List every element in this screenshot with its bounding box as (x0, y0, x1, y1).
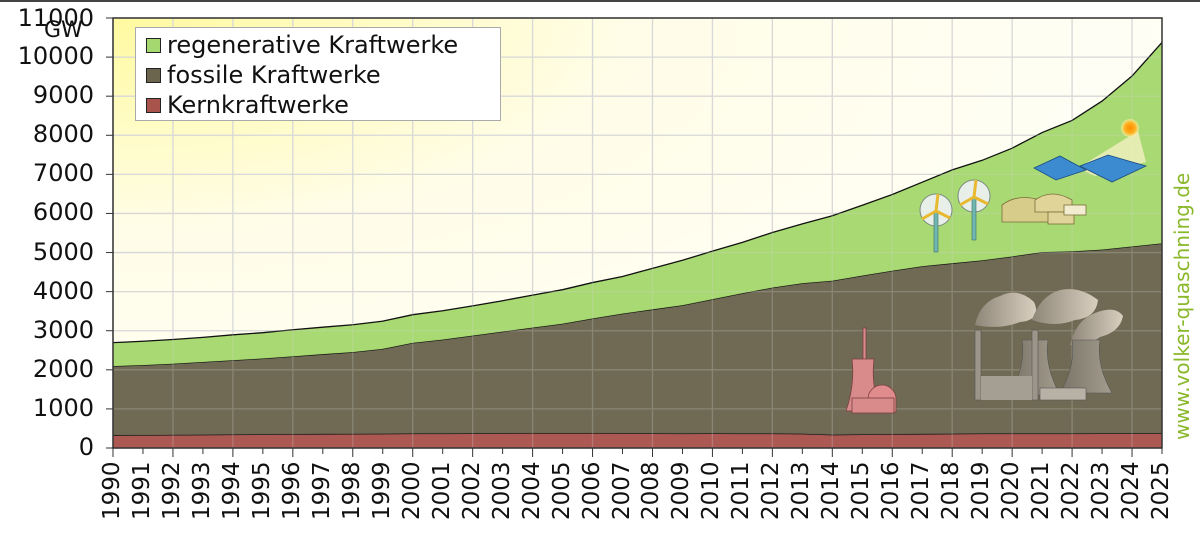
top-border (0, 0, 1200, 2)
x-tick-2005: 2005 (548, 461, 575, 520)
y-tick-1000: 1000 (32, 393, 94, 422)
x-tick-1991: 1991 (128, 461, 155, 520)
areas (112, 17, 1163, 449)
y-tick-5000: 5000 (32, 237, 94, 266)
y-tick-2000: 2000 (32, 354, 94, 383)
y-axis-unit: GW (44, 18, 83, 43)
y-tick-0: 0 (78, 433, 94, 461)
x-tick-2018: 2018 (938, 461, 965, 520)
x-tick-2011: 2011 (728, 461, 755, 520)
legend-label: fossile Kraftwerke (167, 61, 381, 89)
x-tick-1998: 1998 (338, 461, 365, 520)
x-tick-2013: 2013 (788, 461, 815, 520)
sun-icon (1121, 119, 1139, 137)
legend-label: Kernkraftwerke (167, 91, 349, 119)
x-tick-2017: 2017 (908, 461, 935, 520)
y-tick-4000: 4000 (32, 276, 94, 305)
x-tick-2002: 2002 (458, 461, 485, 520)
plot-frame (112, 17, 1163, 449)
y-tick-9000: 9000 (32, 81, 94, 110)
x-tick-1996: 1996 (278, 461, 305, 520)
x-tick-2006: 2006 (578, 461, 605, 520)
legend: regenerative Kraftwerke fossile Kraftwer… (135, 27, 501, 121)
x-tick-2024: 2024 (1118, 461, 1145, 520)
solar-panels-icon (1033, 119, 1148, 183)
nuclear-plant-icon (845, 327, 897, 414)
x-tick-1999: 1999 (368, 461, 395, 520)
y-tick-11000: 11000 (17, 4, 94, 32)
watermark-url: www.volker-quaschning.de (1170, 172, 1194, 440)
x-tick-2009: 2009 (668, 461, 695, 520)
x-tick-2000: 2000 (398, 461, 425, 520)
area-kernkraftwerke (113, 433, 1162, 448)
area-fossile-kraftwerke (113, 243, 1162, 436)
legend-item-fossil: fossile Kraftwerke (146, 60, 500, 90)
x-tick-2022: 2022 (1058, 461, 1085, 520)
axis-ticks (106, 17, 1163, 457)
x-tick-1992: 1992 (158, 461, 185, 520)
y-tick-7000: 7000 (32, 159, 94, 188)
x-tick-1994: 1994 (218, 461, 245, 520)
x-tick-2020: 2020 (998, 461, 1025, 520)
coal-plant-icon (974, 289, 1123, 401)
y-tick-8000: 8000 (32, 120, 94, 149)
x-tick-2010: 2010 (698, 461, 725, 520)
y-tick-6000: 6000 (32, 198, 94, 227)
legend-swatch-nuclear (146, 97, 161, 113)
legend-swatch-renewable (146, 37, 161, 53)
wind-turbines-icon (919, 179, 991, 253)
y-tick-10000: 10000 (17, 42, 94, 71)
x-tick-1993: 1993 (188, 461, 215, 520)
legend-swatch-fossil (146, 67, 161, 83)
y-tick-3000: 3000 (32, 315, 94, 344)
biogas-plant-icon (1001, 193, 1087, 225)
x-tick-2003: 2003 (488, 461, 515, 520)
x-tick-2012: 2012 (758, 461, 785, 520)
x-tick-2021: 2021 (1028, 461, 1055, 520)
x-tick-2023: 2023 (1088, 461, 1115, 520)
legend-item-nuclear: Kernkraftwerke (146, 90, 500, 120)
x-tick-2004: 2004 (518, 461, 545, 520)
x-tick-2001: 2001 (428, 461, 455, 520)
x-tick-1990: 1990 (99, 461, 125, 520)
x-tick-2025: 2025 (1148, 461, 1174, 520)
x-tick-2014: 2014 (818, 461, 845, 520)
x-tick-2008: 2008 (638, 461, 665, 520)
x-tick-1997: 1997 (308, 461, 335, 520)
x-tick-2015: 2015 (848, 461, 875, 520)
x-tick-1995: 1995 (248, 461, 275, 520)
legend-item-renewable: regenerative Kraftwerke (146, 30, 500, 60)
x-tick-2016: 2016 (878, 461, 905, 520)
x-tick-2007: 2007 (608, 461, 635, 520)
area-regenerative-kraftwerke (113, 42, 1162, 367)
legend-label: regenerative Kraftwerke (167, 31, 459, 59)
x-tick-2019: 2019 (968, 461, 995, 520)
